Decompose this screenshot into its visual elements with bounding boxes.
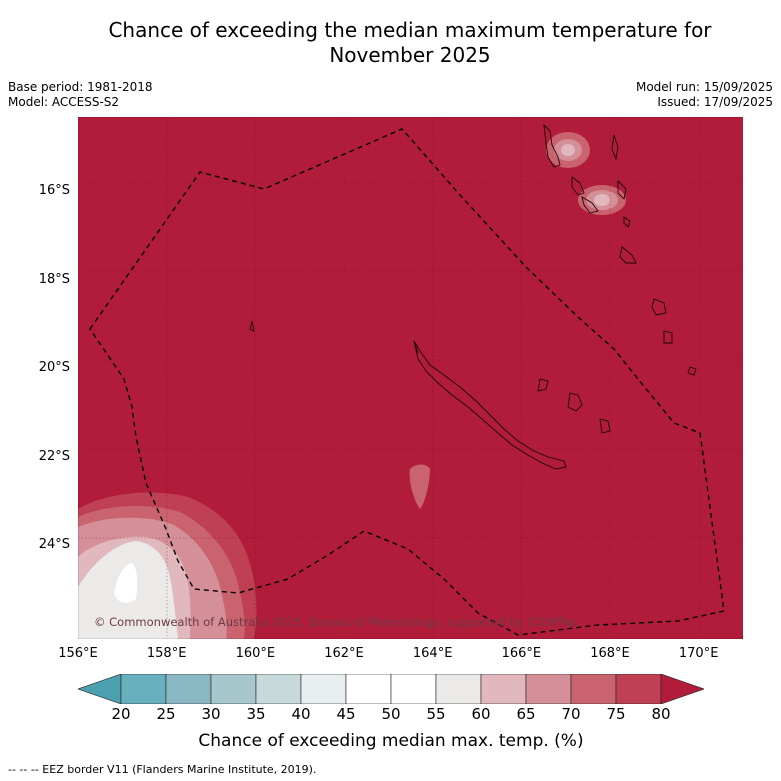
colorbar-bin	[435, 674, 482, 704]
meta-right: Model run: 15/09/2025 Issued: 17/09/2025	[636, 80, 773, 110]
vanuatu-espiritu-santo	[543, 123, 561, 168]
colorbar-tick-label: 80	[651, 705, 671, 723]
meta-left: Base period: 1981-2018 Model: ACCESS-S2	[8, 80, 153, 110]
copyright-notice: © Commonwealth of Australia 2025, Bureau…	[94, 615, 578, 629]
colorbar-tick-label: 40	[291, 705, 311, 723]
colorbar-tick-label: 25	[156, 705, 176, 723]
colorbar-tick-label: 75	[606, 705, 626, 723]
coastlines	[249, 123, 697, 470]
colorbar-bin	[525, 674, 572, 704]
colorbar-bin	[120, 674, 167, 704]
lon-tick-label: 168°E	[590, 646, 630, 661]
colorbar-bin	[570, 674, 617, 704]
colorbar-extend-low	[78, 674, 122, 704]
colorbar-tick-label: 65	[516, 705, 536, 723]
colorbar-bin	[615, 674, 662, 704]
colorbar-bins	[78, 674, 704, 704]
vanuatu-central-islands	[611, 134, 637, 264]
colorbar-tick-label: 45	[336, 705, 356, 723]
colorbar-bin	[345, 674, 392, 704]
title-line-2: November 2025	[329, 43, 491, 67]
eez-border	[89, 128, 725, 636]
lon-tick-label: 164°E	[412, 646, 453, 661]
small-islet-center	[687, 366, 697, 376]
lat-tick-label: 22°S	[38, 448, 70, 464]
new-caledonia-outer	[413, 340, 419, 354]
colorbar-tick-label: 55	[426, 705, 446, 723]
colorbar-tick-label: 60	[471, 705, 491, 723]
model-name: Model: ACCESS-S2	[8, 95, 120, 109]
title-line-1: Chance of exceeding the median maximum t…	[108, 18, 712, 42]
contour-50-55	[114, 563, 138, 603]
vanuatu-malekula	[571, 176, 585, 196]
eez-footnote: -- -- -- EEZ border V11 (Flanders Marine…	[8, 763, 317, 776]
colorbar-bin	[255, 674, 302, 704]
lat-tick-label: 20°S	[38, 360, 70, 376]
base-period: Base period: 1981-2018	[8, 80, 153, 94]
lon-tick-label: 160°E	[235, 646, 276, 661]
colorbar-bin	[300, 674, 347, 704]
small-islet-west	[249, 320, 255, 332]
lat-tick-label: 16°S	[38, 183, 70, 199]
lon-tick-label: 166°E	[501, 646, 542, 661]
colorbar-tick-label: 20	[111, 705, 131, 723]
colorbar-bin	[165, 674, 212, 704]
colorbar-tick-label: 35	[246, 705, 266, 723]
colorbar-bin	[480, 674, 527, 704]
vanuatu-efate	[581, 196, 599, 214]
colorbar	[78, 674, 704, 704]
anomaly-patch-central	[409, 464, 430, 509]
lat-tick-label: 24°S	[38, 537, 70, 553]
lat-tick-label: 18°S	[38, 271, 70, 287]
map-panel: © Commonwealth of Australia 2025, Bureau…	[78, 117, 743, 639]
colorbar-extend-high	[660, 674, 704, 704]
anomaly-patch-south-core	[594, 194, 610, 206]
anomaly-patch-north-core	[561, 144, 575, 156]
chart-title: Chance of exceeding the median maximum t…	[60, 18, 760, 68]
colorbar-tick-label: 70	[561, 705, 581, 723]
graticule	[78, 117, 743, 639]
colorbar-bin	[390, 674, 437, 704]
loyalty-islands	[537, 378, 611, 434]
lon-tick-label: 158°E	[146, 646, 187, 661]
colorbar-title: Chance of exceeding median max. temp. (%…	[198, 731, 584, 751]
new-caledonia-coast	[413, 340, 567, 470]
vanuatu-southern-islands	[651, 298, 673, 344]
lon-tick-label: 170°E	[678, 646, 719, 661]
issued-date: Issued: 17/09/2025	[657, 95, 773, 109]
colorbar-tick-label: 50	[381, 705, 401, 723]
colorbar-tick-label: 30	[201, 705, 221, 723]
colorbar-bin	[210, 674, 257, 704]
lon-tick-label: 162°E	[324, 646, 364, 661]
lon-tick-label: 156°E	[58, 646, 98, 661]
model-run: Model run: 15/09/2025	[635, 80, 773, 94]
